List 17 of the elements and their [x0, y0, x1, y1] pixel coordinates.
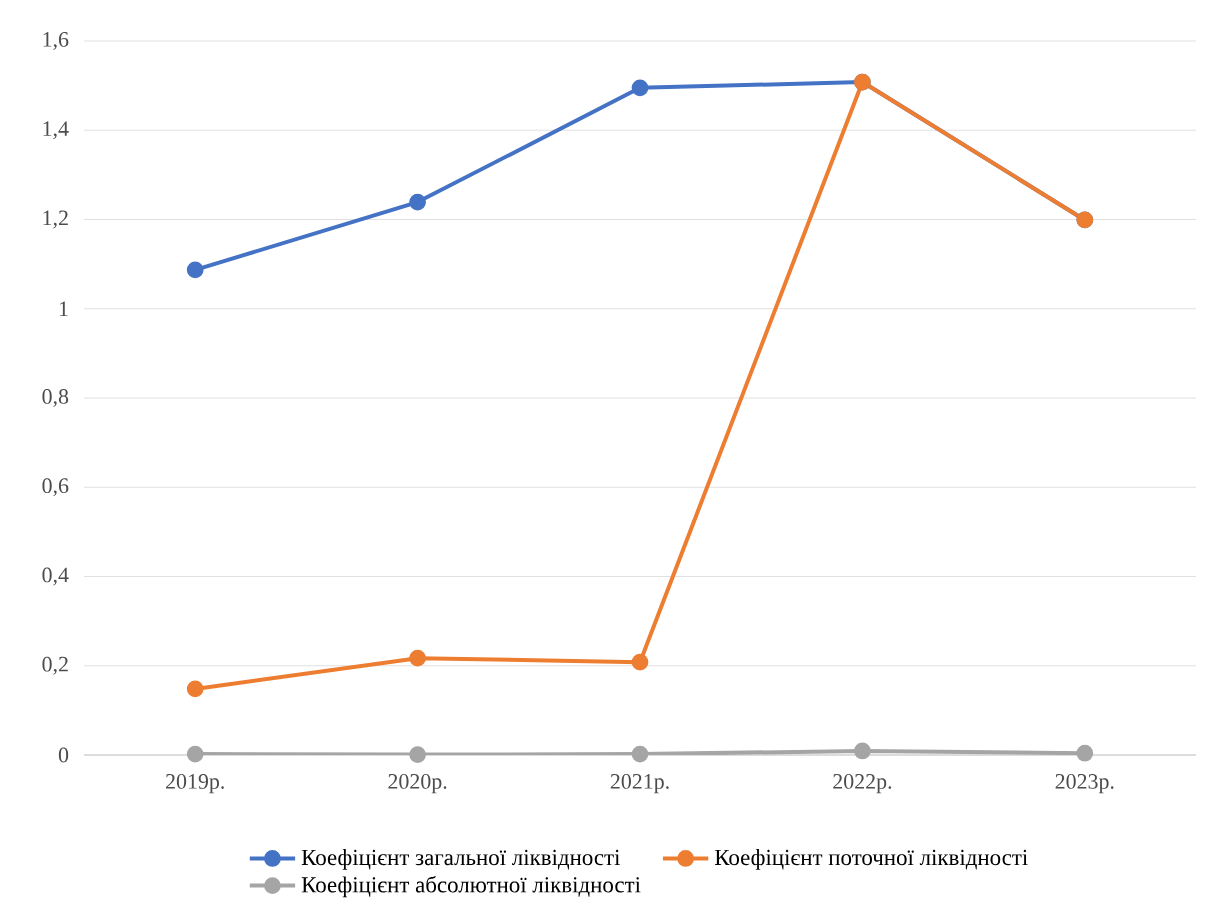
- y-tick-label: 0,6: [42, 478, 69, 497]
- y-tick-label: 1,2: [43, 210, 68, 229]
- legend-label: Коефіцієнт абсолютної ліквідності: [301, 875, 641, 898]
- x-tick-label: 2023р.: [1055, 774, 1114, 794]
- y-tick-label: 1,6: [43, 32, 69, 50]
- x-tick-label: 2022р.: [833, 774, 892, 794]
- x-tick-label: 2021р.: [610, 774, 669, 794]
- y-tick-label: 1,4: [43, 121, 69, 140]
- x-tick-label: 2019р.: [166, 774, 224, 794]
- y-tick-label: 0,2: [42, 656, 68, 675]
- y-tick-label: 0,8: [42, 389, 69, 407]
- legend-label: Коефіцієнт поточної ліквідності: [714, 849, 1028, 870]
- y-tick-label: 1: [59, 301, 68, 316]
- legend-label: Коефіцієнт загальної ліквідності: [301, 849, 620, 870]
- y-tick-label: 0,4: [42, 567, 69, 586]
- x-tick-label: 2020р.: [388, 774, 447, 794]
- y-tick-label: 0: [58, 747, 69, 763]
